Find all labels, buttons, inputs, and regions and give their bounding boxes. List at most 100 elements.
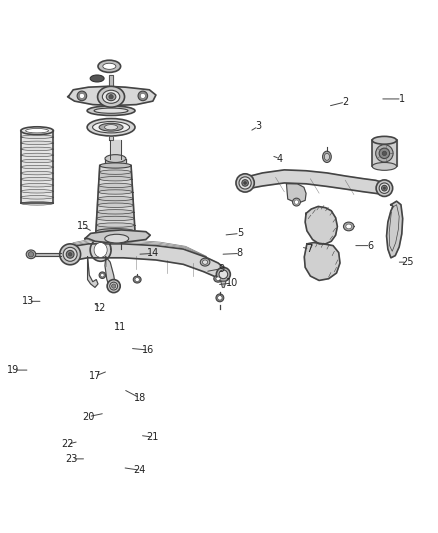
Ellipse shape (26, 250, 36, 259)
Ellipse shape (98, 197, 133, 201)
Text: 13: 13 (22, 296, 35, 306)
Polygon shape (21, 131, 53, 204)
Text: 2: 2 (342, 97, 348, 107)
Ellipse shape (112, 284, 116, 288)
Ellipse shape (107, 279, 120, 293)
Ellipse shape (236, 174, 254, 192)
Ellipse shape (21, 183, 53, 187)
Ellipse shape (60, 244, 81, 265)
Text: 14: 14 (147, 248, 159, 259)
Ellipse shape (105, 155, 126, 163)
Ellipse shape (98, 190, 133, 194)
Ellipse shape (381, 185, 387, 191)
Ellipse shape (87, 106, 135, 116)
Ellipse shape (96, 223, 134, 227)
Ellipse shape (21, 135, 53, 139)
Ellipse shape (102, 90, 120, 103)
Ellipse shape (97, 203, 134, 207)
Text: 25: 25 (401, 257, 413, 267)
Polygon shape (387, 201, 403, 258)
Ellipse shape (372, 136, 396, 144)
Polygon shape (304, 243, 340, 280)
Text: 1: 1 (399, 94, 405, 104)
Polygon shape (110, 140, 120, 158)
Text: 21: 21 (147, 432, 159, 442)
Ellipse shape (242, 180, 248, 186)
Ellipse shape (98, 60, 120, 72)
Ellipse shape (239, 177, 251, 189)
Polygon shape (97, 212, 134, 219)
Ellipse shape (66, 251, 74, 258)
Text: 24: 24 (134, 465, 146, 475)
Text: 9: 9 (218, 264, 224, 273)
Polygon shape (98, 192, 133, 199)
Text: 20: 20 (82, 411, 95, 422)
Ellipse shape (90, 75, 104, 82)
Ellipse shape (140, 93, 145, 99)
Ellipse shape (26, 128, 49, 133)
Ellipse shape (110, 282, 117, 290)
Polygon shape (97, 205, 134, 212)
Polygon shape (96, 219, 134, 225)
Ellipse shape (216, 268, 230, 281)
Text: 6: 6 (367, 240, 374, 251)
Text: 11: 11 (113, 321, 126, 332)
Ellipse shape (21, 201, 53, 205)
Ellipse shape (343, 222, 354, 231)
Text: 16: 16 (142, 345, 155, 355)
Polygon shape (286, 184, 306, 204)
Ellipse shape (21, 190, 53, 193)
Polygon shape (99, 179, 132, 185)
Polygon shape (98, 185, 133, 192)
Ellipse shape (99, 176, 132, 181)
Ellipse shape (372, 163, 396, 171)
Ellipse shape (99, 170, 131, 174)
Ellipse shape (21, 159, 53, 163)
Polygon shape (97, 199, 134, 205)
Ellipse shape (322, 151, 331, 163)
Ellipse shape (216, 277, 220, 280)
Text: 22: 22 (61, 439, 74, 449)
Ellipse shape (63, 247, 77, 261)
Ellipse shape (21, 141, 53, 144)
Text: 4: 4 (277, 154, 283, 164)
Ellipse shape (94, 243, 107, 257)
Ellipse shape (21, 129, 53, 133)
Text: 18: 18 (134, 393, 146, 403)
Text: 7: 7 (307, 244, 313, 254)
Ellipse shape (376, 144, 393, 162)
Text: 15: 15 (77, 221, 89, 231)
Ellipse shape (101, 273, 104, 277)
Polygon shape (110, 235, 120, 249)
Polygon shape (96, 225, 135, 232)
Ellipse shape (99, 272, 106, 278)
Polygon shape (105, 257, 116, 292)
Ellipse shape (202, 260, 208, 264)
Polygon shape (69, 244, 223, 279)
Ellipse shape (99, 123, 123, 131)
Ellipse shape (21, 153, 53, 157)
Ellipse shape (379, 183, 390, 193)
Ellipse shape (216, 294, 224, 302)
Ellipse shape (103, 63, 116, 69)
Polygon shape (85, 230, 150, 243)
Ellipse shape (21, 196, 53, 199)
Polygon shape (305, 206, 337, 244)
Text: 8: 8 (237, 248, 243, 259)
Ellipse shape (294, 200, 299, 204)
Ellipse shape (97, 209, 134, 214)
Ellipse shape (90, 239, 111, 261)
Text: 19: 19 (7, 365, 20, 375)
Ellipse shape (214, 275, 223, 282)
Ellipse shape (105, 235, 129, 243)
Polygon shape (99, 166, 131, 172)
Ellipse shape (346, 224, 352, 229)
Text: 12: 12 (95, 303, 107, 313)
Ellipse shape (376, 180, 392, 197)
Polygon shape (96, 166, 135, 232)
Ellipse shape (28, 252, 34, 257)
Ellipse shape (77, 91, 87, 101)
Ellipse shape (105, 125, 117, 130)
Ellipse shape (97, 216, 134, 221)
Ellipse shape (21, 177, 53, 181)
